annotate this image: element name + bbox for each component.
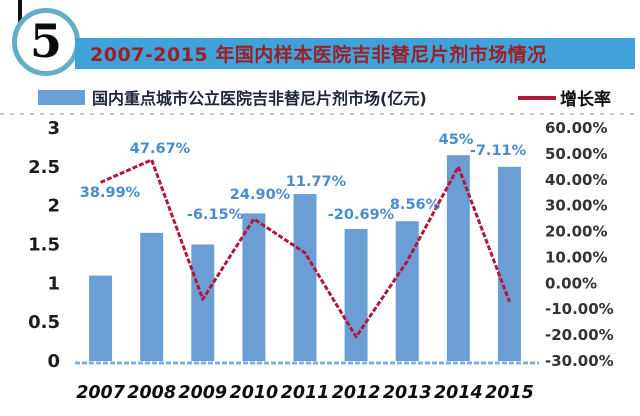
point-label-2015: -7.11% bbox=[470, 143, 527, 159]
bar-2010 bbox=[242, 213, 266, 361]
point-label-2009: -6.15% bbox=[187, 207, 244, 223]
left-axis-tick: 2.5 bbox=[28, 157, 60, 178]
left-axis-tick: 0.5 bbox=[28, 312, 60, 333]
point-label-2014: 45% bbox=[439, 132, 474, 148]
left-axis-tick: 1 bbox=[47, 273, 60, 294]
point-label-2011: 11.77% bbox=[286, 174, 347, 190]
right-axis-tick: 0.00% bbox=[545, 274, 597, 292]
bar-2015 bbox=[497, 166, 521, 361]
line-legend-label: 增长率 bbox=[560, 90, 611, 110]
bar-legend-swatch bbox=[38, 90, 85, 105]
x-axis-label-2008: 2008 bbox=[127, 383, 176, 403]
x-axis-label-2015: 2015 bbox=[485, 383, 534, 403]
right-axis-tick: -10.00% bbox=[545, 300, 614, 318]
right-axis-tick: 30.00% bbox=[545, 197, 607, 215]
bar-2008 bbox=[140, 232, 164, 361]
x-axis-label-2014: 2014 bbox=[434, 383, 483, 403]
point-label-2010: 24.90% bbox=[230, 187, 291, 203]
point-label-2013: 8.56% bbox=[390, 197, 441, 213]
line-legend-swatch bbox=[518, 96, 556, 100]
bar-2011 bbox=[293, 194, 317, 361]
chart-title: 2007-2015 年国内样本医院吉非替尼片剂市场情况 bbox=[90, 44, 547, 66]
corner-mark bbox=[18, 0, 22, 26]
bar-2014 bbox=[446, 155, 470, 361]
number-badge: 5 bbox=[12, 8, 80, 76]
left-axis-tick: 3 bbox=[47, 118, 60, 139]
bar-2007 bbox=[89, 275, 113, 361]
right-axis-tick: 50.00% bbox=[545, 145, 607, 163]
legend: 国内重点城市公立医院吉非替尼片剂市场(亿元) 增长率 bbox=[0, 84, 640, 110]
x-axis-label-2011: 2011 bbox=[281, 383, 330, 403]
x-axis-label-2013: 2013 bbox=[383, 383, 432, 403]
bar-legend-label: 国内重点城市公立医院吉非替尼片剂市场(亿元) bbox=[92, 89, 427, 108]
point-label-2008: 47.67% bbox=[130, 141, 191, 157]
right-axis-tick: -30.00% bbox=[545, 352, 614, 370]
bar-2013 bbox=[395, 221, 419, 361]
bar-2009 bbox=[191, 244, 215, 361]
point-label-2007: 38.99% bbox=[80, 185, 141, 201]
badge-number: 5 bbox=[29, 14, 62, 68]
right-axis-tick: -20.00% bbox=[545, 326, 614, 344]
left-axis-tick: 2 bbox=[47, 196, 60, 217]
title-bar: 2007-2015 年国内样本医院吉非替尼片剂市场情况 bbox=[75, 38, 635, 69]
x-axis-label-2012: 2012 bbox=[332, 383, 381, 403]
bar-2012 bbox=[344, 228, 368, 361]
point-label-2012: -20.69% bbox=[328, 207, 395, 223]
right-axis-tick: 10.00% bbox=[545, 248, 607, 266]
right-axis-tick: 20.00% bbox=[545, 223, 607, 241]
x-axis-label-2007: 2007 bbox=[76, 383, 126, 403]
x-axis-label-2010: 2010 bbox=[230, 383, 279, 403]
left-axis-tick: 0 bbox=[47, 351, 60, 372]
right-axis-tick: 40.00% bbox=[545, 171, 607, 189]
x-axis-label-2009: 2009 bbox=[178, 383, 227, 403]
right-axis-tick: 60.00% bbox=[545, 119, 607, 137]
growth-rate-line bbox=[99, 158, 511, 339]
left-axis-tick: 1.5 bbox=[28, 235, 60, 256]
